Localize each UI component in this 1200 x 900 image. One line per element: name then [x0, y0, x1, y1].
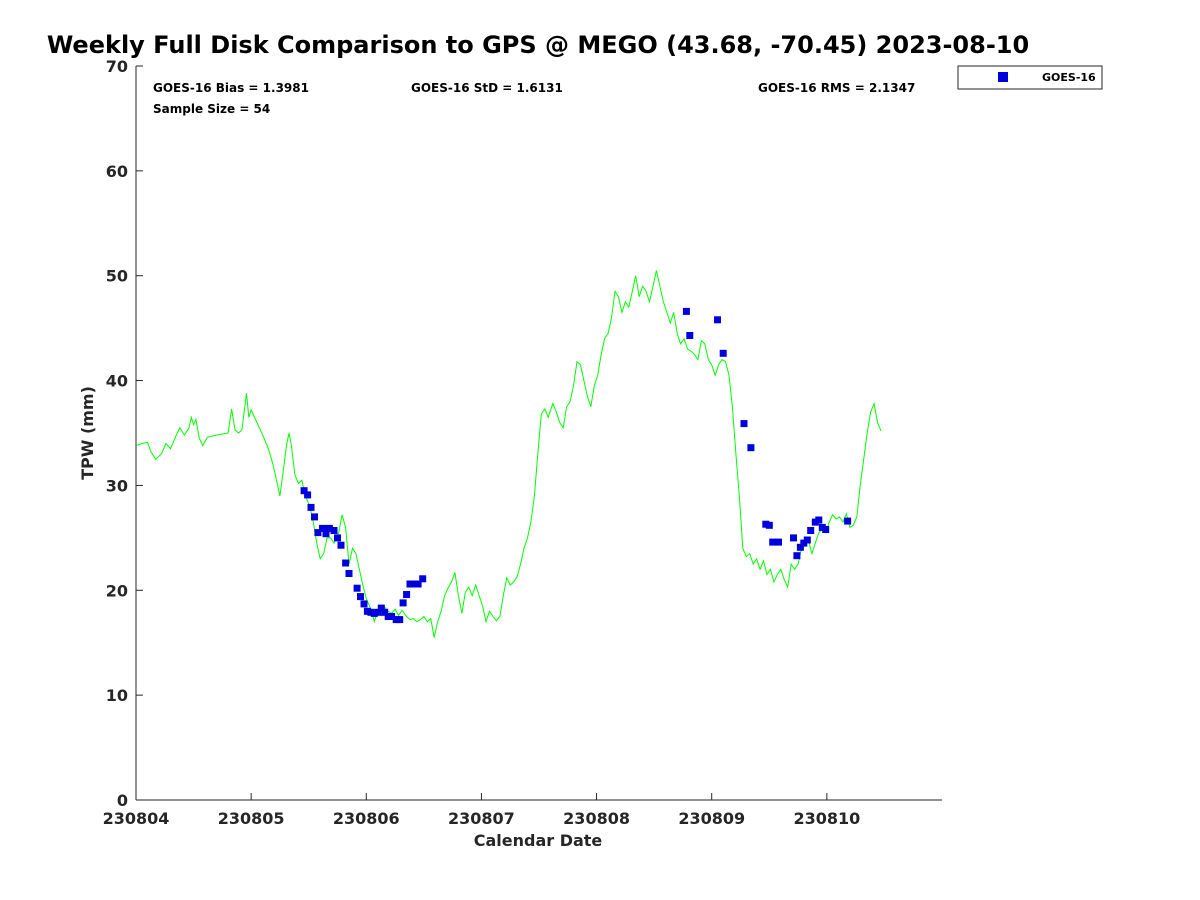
goes16-data-point — [311, 513, 318, 521]
goes16-data-point — [342, 559, 350, 567]
y-tick-label: 20 — [106, 581, 128, 600]
x-tick-label: 230809 — [678, 809, 745, 828]
legend-box — [957, 65, 1103, 90]
goes16-data-point — [815, 516, 823, 524]
goes16-data-point — [374, 608, 382, 616]
y-tick-label: 70 — [106, 57, 128, 76]
x-tick-label: 230804 — [103, 809, 170, 828]
x-tick-label: 230810 — [793, 809, 860, 828]
goes16-data-point — [322, 530, 330, 538]
goes16-data-point — [353, 584, 361, 592]
goes16-data-point — [360, 600, 368, 608]
goes16-data-point — [747, 444, 755, 452]
goes16-data-point — [769, 538, 777, 546]
goes16-data-point — [822, 526, 830, 533]
y-ticks: 0 10 20 30 40 50 60 70 — [106, 57, 143, 810]
bias-stat: GOES-16 Bias = 1.3981 — [153, 81, 309, 95]
std-stat: GOES-16 StD = 1.6131 — [411, 81, 563, 95]
goes16-data-point — [330, 527, 338, 534]
goes16-data-point — [414, 580, 422, 588]
x-tick-label: 230808 — [563, 809, 630, 828]
x-ticks: 230804 230805 230806 230807 230808 230809 2308… — [103, 793, 860, 828]
x-tick-label: 230805 — [218, 809, 285, 828]
goes16-data-point — [388, 613, 396, 620]
goes16-data-point — [399, 599, 407, 607]
goes16-data-point — [314, 529, 322, 537]
y-tick-label: 30 — [106, 476, 128, 495]
goes16-data-point — [345, 570, 353, 577]
goes16-data-point — [325, 524, 333, 532]
goes16-data-point — [775, 538, 782, 546]
rms-stat: GOES-16 RMS = 2.1347 — [758, 81, 915, 95]
gps-series-line — [135, 270, 882, 638]
goes16-data-point — [410, 580, 417, 588]
x-tick-label: 230807 — [448, 809, 515, 828]
goes16-data-point — [765, 521, 773, 529]
goes16-data-point — [419, 575, 427, 583]
goes16-data-point — [319, 524, 326, 532]
goes16-data-point — [793, 552, 801, 560]
x-axis-label: Calendar Date — [474, 831, 603, 850]
goes16-data-point — [307, 503, 315, 511]
legend-label: GOES-16 — [1042, 71, 1096, 84]
goes16-data-point — [740, 420, 748, 428]
goes16-data-point — [300, 487, 308, 495]
goes16-data-point — [682, 307, 690, 315]
goes16-data-point — [337, 541, 345, 549]
goes16-data-point — [714, 316, 721, 324]
sample-size-stat: Sample Size = 54 — [153, 102, 270, 116]
y-tick-label: 0 — [117, 791, 128, 810]
goes16-data-point — [686, 332, 694, 339]
goes16-data-point — [807, 527, 815, 534]
legend-marker — [998, 72, 1008, 82]
goes16-data-point — [377, 604, 385, 612]
y-tick-label: 60 — [106, 162, 128, 181]
goes16-data-point — [790, 534, 797, 542]
goes16-series-markers — [300, 307, 852, 624]
goes16-data-point — [719, 349, 727, 357]
chart-title: Weekly Full Disk Comparison to GPS @ MEG… — [47, 31, 1029, 59]
y-tick-label: 10 — [106, 686, 128, 705]
x-tick-label: 230806 — [333, 809, 400, 828]
y-tick-label: 40 — [106, 372, 128, 391]
goes16-data-point — [396, 616, 404, 624]
goes16-data-point — [381, 608, 389, 616]
legend: GOES-16 — [957, 65, 1103, 90]
y-axis-label: TPW (mm) — [78, 386, 97, 480]
goes16-data-point — [334, 534, 341, 542]
y-tick-label: 50 — [106, 267, 128, 286]
goes16-data-point — [803, 536, 811, 544]
goes16-data-point — [796, 543, 804, 551]
goes16-data-point — [403, 591, 411, 598]
goes16-data-point — [844, 517, 852, 525]
goes16-data-point — [304, 491, 312, 499]
goes16-data-point — [357, 593, 364, 601]
